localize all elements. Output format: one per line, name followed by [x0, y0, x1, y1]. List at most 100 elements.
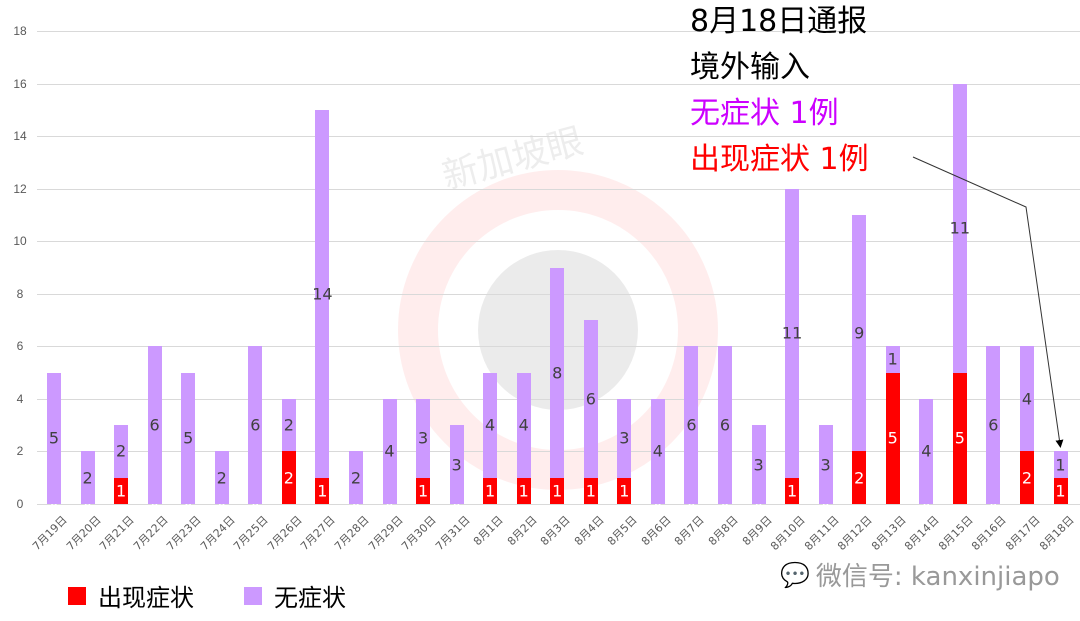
segment-label: 3: [451, 455, 462, 475]
segment-asymptomatic: [650, 398, 665, 504]
segment-label: 8: [552, 363, 563, 383]
segment-symptomatic: [617, 477, 632, 504]
segment-label: 4: [921, 441, 932, 461]
segment-label: 3: [619, 428, 630, 448]
annotation-line-4: 出现症状 1例: [690, 142, 869, 177]
segment-symptomatic: [952, 372, 967, 504]
segment-label: 4: [652, 441, 663, 461]
wechat-watermark: 💬 微信号: kanxinjiapo: [780, 556, 1060, 593]
segment-asymptomatic: [281, 398, 296, 452]
segment-label: 2: [350, 468, 362, 488]
legend-label: 出现症状: [98, 584, 194, 612]
wechat-icon: 💬: [780, 560, 810, 589]
segment-asymptomatic: [550, 267, 565, 478]
segment-label: 2: [1021, 468, 1033, 488]
segment-asymptomatic: [1053, 451, 1068, 478]
gridline: [37, 31, 1080, 32]
gridline: [37, 83, 1080, 85]
y-tick-label: 12: [13, 181, 27, 196]
segment-label: 5: [954, 428, 965, 448]
legend-item-symptomatic: 出现症状: [68, 578, 194, 613]
segment-label: 1: [1055, 481, 1066, 501]
y-tick-label: 8: [16, 286, 24, 301]
bar-7月27日: 1 14: [312, 0, 333, 621]
segment-label: 3: [417, 428, 429, 448]
segment-asymptomatic: [80, 451, 95, 504]
segment-asymptomatic: [617, 398, 632, 478]
segment-asymptomatic: [684, 346, 699, 504]
bar-8月15日: 5 11: [949, 0, 971, 621]
legend-swatch-red: [68, 586, 86, 605]
segment-label: 4: [518, 415, 529, 435]
segment-label: 1: [485, 481, 496, 501]
segment-label: 2: [116, 441, 127, 461]
y-tick-label: 16: [13, 76, 27, 91]
segment-label: 1: [585, 481, 596, 501]
bar-8月9日: 03: [751, 0, 766, 621]
segment-label: 11: [949, 218, 971, 238]
segment-label: 2: [854, 468, 865, 488]
segment-symptomatic: [885, 372, 900, 504]
segment-asymptomatic: [315, 109, 330, 478]
y-tick-label: 18: [13, 24, 27, 38]
segment-label: 5: [183, 428, 194, 448]
y-tick-label: 10: [13, 234, 27, 249]
segment-label: 6: [988, 415, 999, 435]
y-tick-label: 14: [13, 129, 27, 144]
segment-label: 2: [283, 468, 294, 488]
segment-asymptomatic: [919, 398, 934, 504]
segment-asymptomatic: [751, 425, 766, 504]
legend-swatch-purple: [244, 586, 262, 605]
segment-asymptomatic: [483, 372, 498, 478]
segment-label: 1: [116, 481, 127, 501]
segment-label: 5: [48, 428, 60, 448]
y-tick-label: 6: [16, 339, 24, 354]
annotation-line-1: 8月18日通报: [690, 4, 868, 39]
segment-label: 6: [585, 389, 596, 409]
segment-asymptomatic: [952, 83, 967, 373]
segment-asymptomatic: [147, 346, 162, 504]
segment-label: 2: [82, 468, 93, 488]
segment-asymptomatic: [583, 320, 598, 478]
bar-7月20日: 02: [80, 0, 95, 621]
segment-label: 1: [317, 481, 328, 501]
bar-8月6日: 04: [650, 0, 665, 621]
segment-label: 1: [887, 349, 898, 369]
segment-symptomatic: [550, 477, 565, 504]
segment-symptomatic: [416, 477, 431, 504]
bar-7月23日: 05: [181, 0, 196, 621]
bar-8月7日: 06: [684, 0, 699, 621]
segment-asymptomatic: [516, 372, 531, 478]
segment-label: 1: [1055, 455, 1066, 475]
legend-item-asymptomatic: 无症状: [244, 578, 346, 613]
segment-label: 14: [312, 284, 333, 304]
bar-7月25日: 06: [248, 0, 263, 621]
segment-label: 1: [552, 481, 563, 501]
segment-label: 11: [781, 323, 803, 343]
segment-asymptomatic: [852, 214, 867, 452]
annotation-line-3: 无症状 1例: [690, 96, 839, 131]
y-tick-label: 0: [16, 497, 24, 511]
segment-label: 2: [216, 468, 227, 488]
segment-asymptomatic: [818, 425, 833, 504]
segment-symptomatic: [1053, 477, 1068, 504]
bar-7月29日: 04: [382, 0, 397, 621]
gridline: [37, 188, 1080, 190]
bar-8月14日: 04: [919, 0, 934, 621]
bar-7月28日: 02: [348, 0, 363, 621]
watermark-text: 微信号: kanxinjiapo: [815, 562, 1060, 592]
segment-asymptomatic: [785, 188, 800, 478]
segment-symptomatic: [852, 451, 867, 504]
segment-label: 9: [854, 323, 865, 343]
bar-7月19日: 05: [47, 0, 61, 621]
segment-label: 6: [719, 415, 731, 435]
segment-label: 6: [250, 415, 261, 435]
segment-label: 1: [787, 481, 798, 501]
